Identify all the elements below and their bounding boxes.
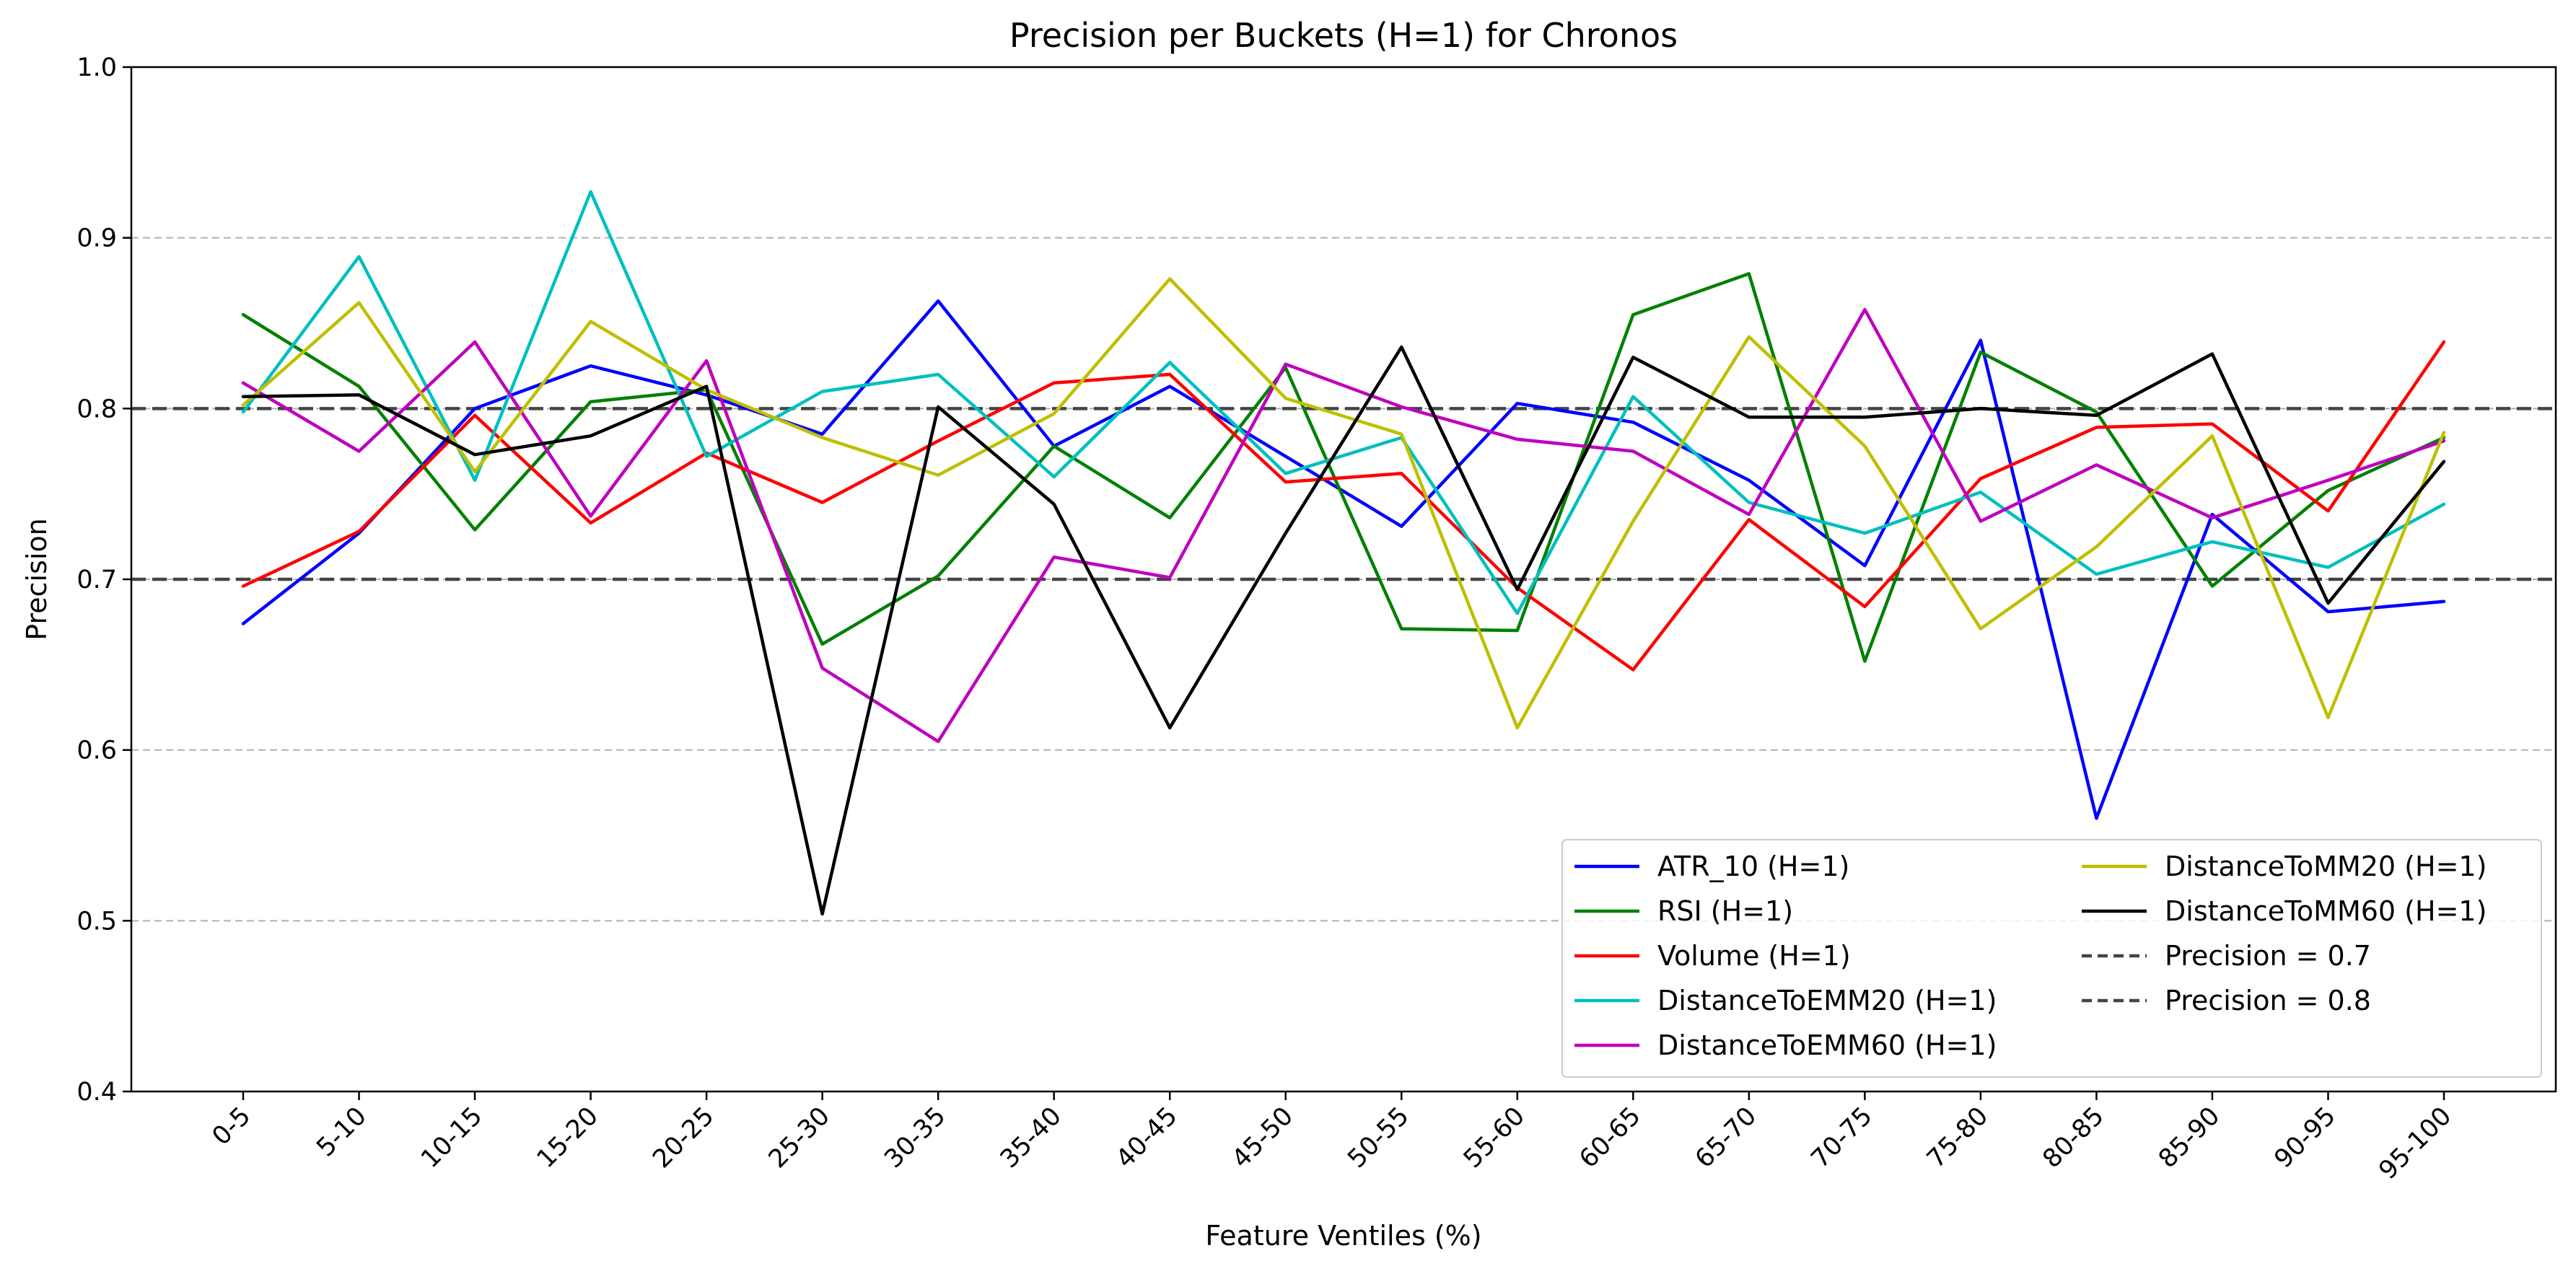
y-tick-label: 0.8 [76,395,117,423]
legend-label: DistanceToMM20 (H=1) [2165,851,2487,882]
y-tick-label: 0.6 [76,737,117,765]
series-line [241,299,2446,820]
legend-label: Precision = 0.8 [2165,985,2371,1016]
legend-label: Volume (H=1) [1657,940,1851,972]
legend: ATR_10 (H=1) RSI (H=1) Volume (H=1) Distanc… [1561,839,2542,1078]
legend-box [1561,839,2542,1078]
x-axis-title: Feature Ventiles (%) [1205,1220,1481,1252]
legend-label: Precision = 0.7 [2165,940,2371,972]
y-tick-label: 0.7 [76,566,117,594]
reference-lines [131,407,2556,581]
y-axis-title: Precision [21,518,53,641]
chart-title: Precision per Buckets (H=1) for Chronos [1009,16,1678,55]
legend-label: DistanceToMM60 (H=1) [2165,895,2487,927]
series-line [241,272,2446,663]
y-tick-label: 0.4 [76,1078,117,1107]
series-line [241,345,2446,916]
y-tick-label: 1.0 [76,53,117,82]
series-line [241,277,2446,730]
series-line [241,340,2446,672]
y-tick-label: 0.5 [76,907,117,936]
legend-label: DistanceToEMM60 (H=1) [1657,1029,1997,1061]
series-line [241,307,2446,744]
legend-label: RSI (H=1) [1657,895,1793,927]
y-axis-ticks: 0.4 0.5 0.6 0.7 0.8 0.9 1.0 [76,53,131,1107]
legend-label: ATR_10 (H=1) [1657,851,1849,882]
legend-label: DistanceToEMM20 (H=1) [1657,985,1997,1016]
y-tick-label: 0.9 [76,224,117,253]
series-lines [241,190,2446,916]
